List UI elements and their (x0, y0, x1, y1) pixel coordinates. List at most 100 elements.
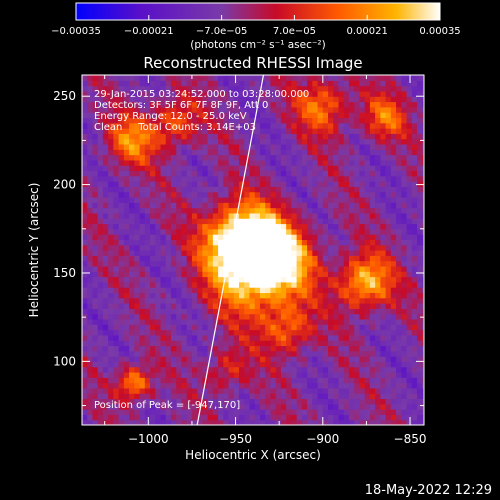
heatmap-cell (118, 366, 125, 373)
heatmap-cell (390, 101, 397, 108)
heatmap-cell (97, 414, 104, 421)
heatmap-cell (333, 186, 340, 193)
heatmap-cell (406, 403, 413, 410)
heatmap-cell (239, 419, 245, 425)
heatmap-cell (108, 403, 114, 410)
heatmap-cell (139, 409, 146, 415)
heatmap-cell (401, 387, 408, 394)
heatmap-cell (82, 128, 88, 134)
heatmap-cell (181, 356, 188, 362)
heatmap-cell (359, 340, 366, 347)
heatmap-cell (296, 281, 303, 288)
heatmap-cell (197, 133, 203, 140)
heatmap-cell (307, 398, 313, 405)
heatmap-cell (401, 75, 408, 81)
heatmap-cell (317, 90, 324, 97)
heatmap-cell (348, 313, 355, 320)
heatmap-cell (270, 223, 277, 230)
heatmap-cell (343, 101, 350, 108)
heatmap-cell (197, 356, 203, 362)
heatmap-cell (92, 292, 99, 299)
heatmap-cell (113, 403, 120, 410)
heatmap-cell (139, 393, 146, 400)
heatmap-cell (165, 181, 172, 187)
heatmap-cell (139, 80, 146, 87)
heatmap-cell (249, 207, 256, 214)
heatmap-cell (338, 419, 345, 425)
heatmap-cell (186, 324, 193, 331)
heatmap-cell (218, 191, 224, 198)
heatmap-cell (186, 149, 193, 156)
heatmap-cell (301, 228, 308, 235)
heatmap-cell (176, 75, 183, 81)
heatmap-cell (406, 292, 413, 299)
heatmap-cell (301, 334, 308, 341)
heatmap-cell (390, 250, 397, 256)
heatmap-cell (317, 112, 324, 119)
heatmap-cell (333, 324, 340, 331)
heatmap-cell (364, 414, 371, 421)
heatmap-cell (338, 345, 345, 352)
heatmap-cell (307, 186, 313, 193)
heatmap-cell (259, 308, 266, 315)
heatmap-cell (291, 170, 298, 177)
heatmap-cell (244, 96, 251, 103)
heatmap-cell (364, 234, 371, 240)
heatmap-cell (333, 175, 340, 182)
heatmap-cell (396, 207, 402, 214)
heatmap-cell (364, 329, 371, 336)
heatmap-cell (286, 387, 292, 394)
heatmap-cell (87, 96, 94, 103)
heatmap-cell (369, 366, 376, 373)
heatmap-cell (328, 334, 334, 341)
heatmap-cell (296, 143, 303, 150)
heatmap-cell (92, 382, 99, 389)
heatmap-cell (317, 324, 324, 331)
heatmap-cell (385, 122, 392, 129)
heatmap-cell (191, 234, 198, 240)
heatmap-cell (390, 175, 397, 182)
heatmap-cell (218, 387, 224, 394)
heatmap-cell (170, 186, 177, 193)
heatmap-cell (390, 122, 397, 129)
heatmap-cell (191, 398, 198, 405)
heatmap-cell (202, 218, 209, 225)
heatmap-cell (207, 234, 214, 240)
heatmap-cell (385, 112, 392, 119)
heatmap-cell (212, 212, 219, 219)
heatmap-cell (165, 175, 172, 182)
heatmap-cell (280, 350, 287, 357)
heatmap-cell (312, 223, 319, 230)
heatmap-cell (123, 154, 130, 161)
heatmap-cell (181, 212, 188, 219)
heatmap-cell (401, 361, 408, 368)
heatmap-cell (343, 366, 350, 373)
heatmap-cell (150, 387, 156, 394)
heatmap-cell (244, 382, 251, 389)
heatmap-cell (150, 85, 156, 92)
heatmap-cell (396, 303, 402, 309)
heatmap-cell (275, 191, 282, 198)
heatmap-cell (385, 318, 392, 325)
heatmap-cell (328, 297, 334, 304)
heatmap-cell (191, 366, 198, 373)
heatmap-cell (259, 85, 266, 92)
heatmap-cell (223, 250, 230, 256)
heatmap-cell (375, 80, 381, 87)
heatmap-cell (385, 345, 392, 352)
heatmap-cell (317, 260, 324, 267)
heatmap-cell (422, 409, 424, 415)
heatmap-cell (417, 361, 423, 368)
heatmap-cell (307, 250, 313, 256)
heatmap-cell (375, 313, 381, 320)
heatmap-cell (129, 398, 135, 405)
heatmap-cell (165, 292, 172, 299)
heatmap-cell (369, 149, 376, 156)
heatmap-cell (296, 361, 303, 368)
heatmap-cell (144, 122, 151, 129)
heatmap-cell (129, 292, 135, 299)
heatmap-cell (286, 308, 292, 315)
heatmap-cell (333, 377, 340, 384)
heatmap-cell (139, 133, 146, 140)
heatmap-cell (239, 334, 245, 341)
